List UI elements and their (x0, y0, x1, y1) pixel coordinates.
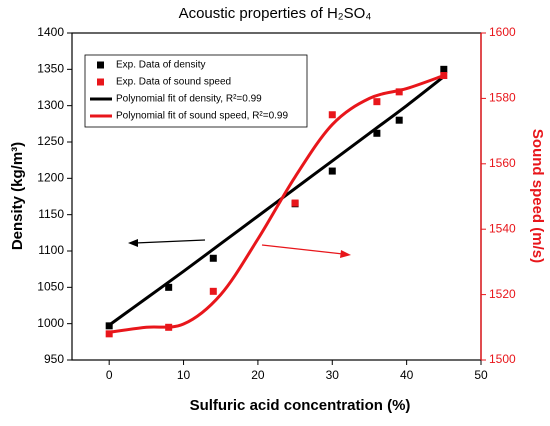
legend-label: Polynomial fit of sound speed, R²=0.99 (116, 111, 288, 122)
legend-label: Exp. Data of sound speed (116, 77, 231, 88)
x-axis-label: Sulfuric acid concentration (%) (190, 397, 411, 414)
y-tick-label: 1200 (37, 171, 64, 185)
y2-tick-label: 1560 (489, 156, 516, 170)
x-tick-label: 50 (474, 368, 488, 382)
legend-label: Exp. Data of density (116, 60, 206, 71)
data-point (165, 283, 173, 291)
x-tick-label: 10 (177, 368, 191, 382)
y2-tick-label: 1520 (489, 287, 516, 301)
y2-tick-label: 1500 (489, 352, 516, 366)
y-tick-label: 1050 (37, 280, 64, 294)
x-tick-label: 40 (400, 368, 414, 382)
x-tick-label: 20 (251, 368, 265, 382)
y-tick-label: 1400 (37, 25, 64, 39)
y-tick-label: 1300 (37, 98, 64, 112)
data-point (395, 88, 403, 96)
legend-swatch (97, 78, 104, 86)
data-point (440, 65, 448, 73)
y2-tick-label: 1540 (489, 221, 516, 235)
data-point (209, 254, 217, 262)
fit-line (108, 75, 445, 327)
annotation-arrow (128, 239, 206, 247)
y-axis-label: Density (kg/m³) (9, 142, 26, 250)
y2-axis-label: Sound speed (m/s) (529, 129, 546, 263)
y2-tick-label: 1580 (489, 91, 516, 105)
data-point (105, 322, 113, 330)
data-point (291, 199, 299, 207)
y-tick-label: 1150 (38, 207, 64, 221)
y-tick-label: 1350 (37, 62, 64, 76)
data-point (105, 330, 113, 338)
y-tick-label: 950 (44, 352, 64, 366)
y-tick-label: 1000 (37, 316, 64, 330)
y2-tick-label: 1600 (489, 25, 516, 39)
data-point (209, 287, 217, 295)
annotation-arrow (261, 244, 351, 258)
x-tick-label: 30 (326, 368, 340, 382)
x-tick-label: 0 (106, 368, 113, 382)
chart-title: Acoustic properties of H₂SO₄ (179, 5, 372, 22)
legend-swatch (97, 61, 104, 69)
data-point (440, 72, 448, 80)
data-point (373, 129, 381, 137)
y-tick-label: 1250 (37, 134, 64, 148)
y-tick-label: 1100 (38, 243, 64, 257)
legend-box (84, 54, 308, 128)
data-point (165, 323, 173, 331)
data-point (328, 167, 336, 175)
data-point (373, 98, 381, 106)
legend-label: Polynomial fit of density, R²=0.99 (116, 94, 262, 105)
data-point (328, 111, 336, 119)
data-point (395, 116, 403, 124)
